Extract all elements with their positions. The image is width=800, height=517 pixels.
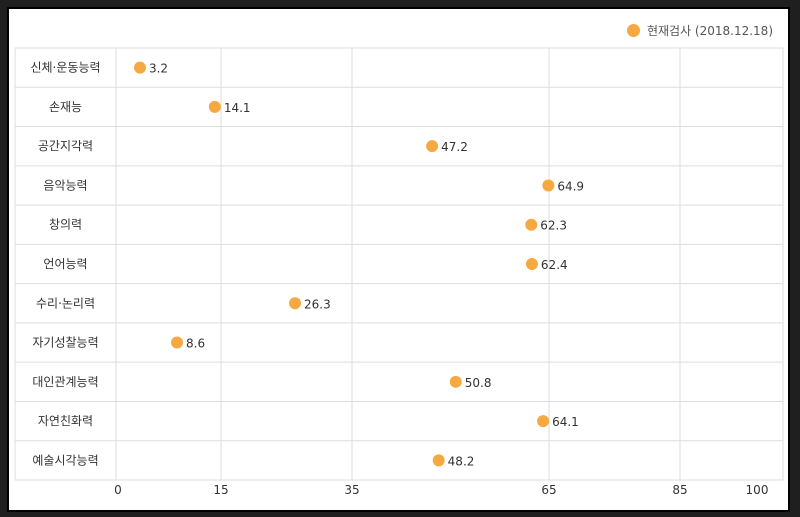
data-point [432, 454, 445, 467]
data-point [133, 61, 146, 74]
chart-frame: 현재검사 (2018.12.18) [7, 7, 790, 512]
data-point [171, 336, 184, 349]
category-label: 자기성찰능력 [32, 336, 98, 350]
data-label: 47.2 [441, 140, 468, 154]
data-label: 62.3 [540, 219, 567, 233]
data-label: 64.1 [552, 415, 579, 429]
data-label: 3.2 [149, 62, 168, 76]
data-point [525, 258, 538, 270]
x-tick-label: 0 [114, 483, 122, 497]
category-label: 신체·운동능력 [30, 61, 100, 75]
data-label: 26.3 [304, 297, 331, 311]
legend-label: 현재검사 (2018.12.18) [646, 24, 773, 38]
category-label: 수리·논리력 [36, 296, 95, 310]
category-label: 공간지각력 [38, 139, 93, 153]
x-tick-label: 100 [746, 483, 769, 497]
data-label: 62.4 [541, 258, 568, 272]
data-point [426, 140, 439, 153]
category-label: 대인관계능력 [32, 375, 98, 389]
data-point [525, 218, 538, 231]
data-label: 14.1 [224, 101, 251, 115]
data-label: 50.8 [465, 376, 492, 390]
category-label: 예술시각능력 [32, 453, 98, 467]
category-label: 손재능 [49, 100, 82, 114]
data-point [542, 179, 555, 192]
category-label: 창의력 [49, 218, 82, 232]
x-tick-label: 15 [213, 483, 228, 497]
chart-legend: 현재검사 (2018.12.18) [626, 22, 773, 39]
x-tick-label: 65 [541, 483, 556, 497]
legend-marker [626, 24, 640, 37]
x-tick-label: 85 [672, 483, 687, 497]
data-point [449, 375, 462, 388]
data-label: 48.2 [448, 454, 475, 468]
data-label: 8.6 [186, 337, 205, 351]
data-point [208, 100, 221, 113]
category-label: 언어능력 [43, 257, 87, 271]
data-point [537, 415, 550, 428]
category-label: 음악능력 [43, 178, 87, 192]
x-tick-label: 35 [344, 483, 359, 497]
data-point [289, 297, 302, 310]
category-label: 자연친화력 [38, 414, 93, 428]
data-label: 64.9 [557, 179, 584, 193]
plot-border [14, 47, 784, 481]
